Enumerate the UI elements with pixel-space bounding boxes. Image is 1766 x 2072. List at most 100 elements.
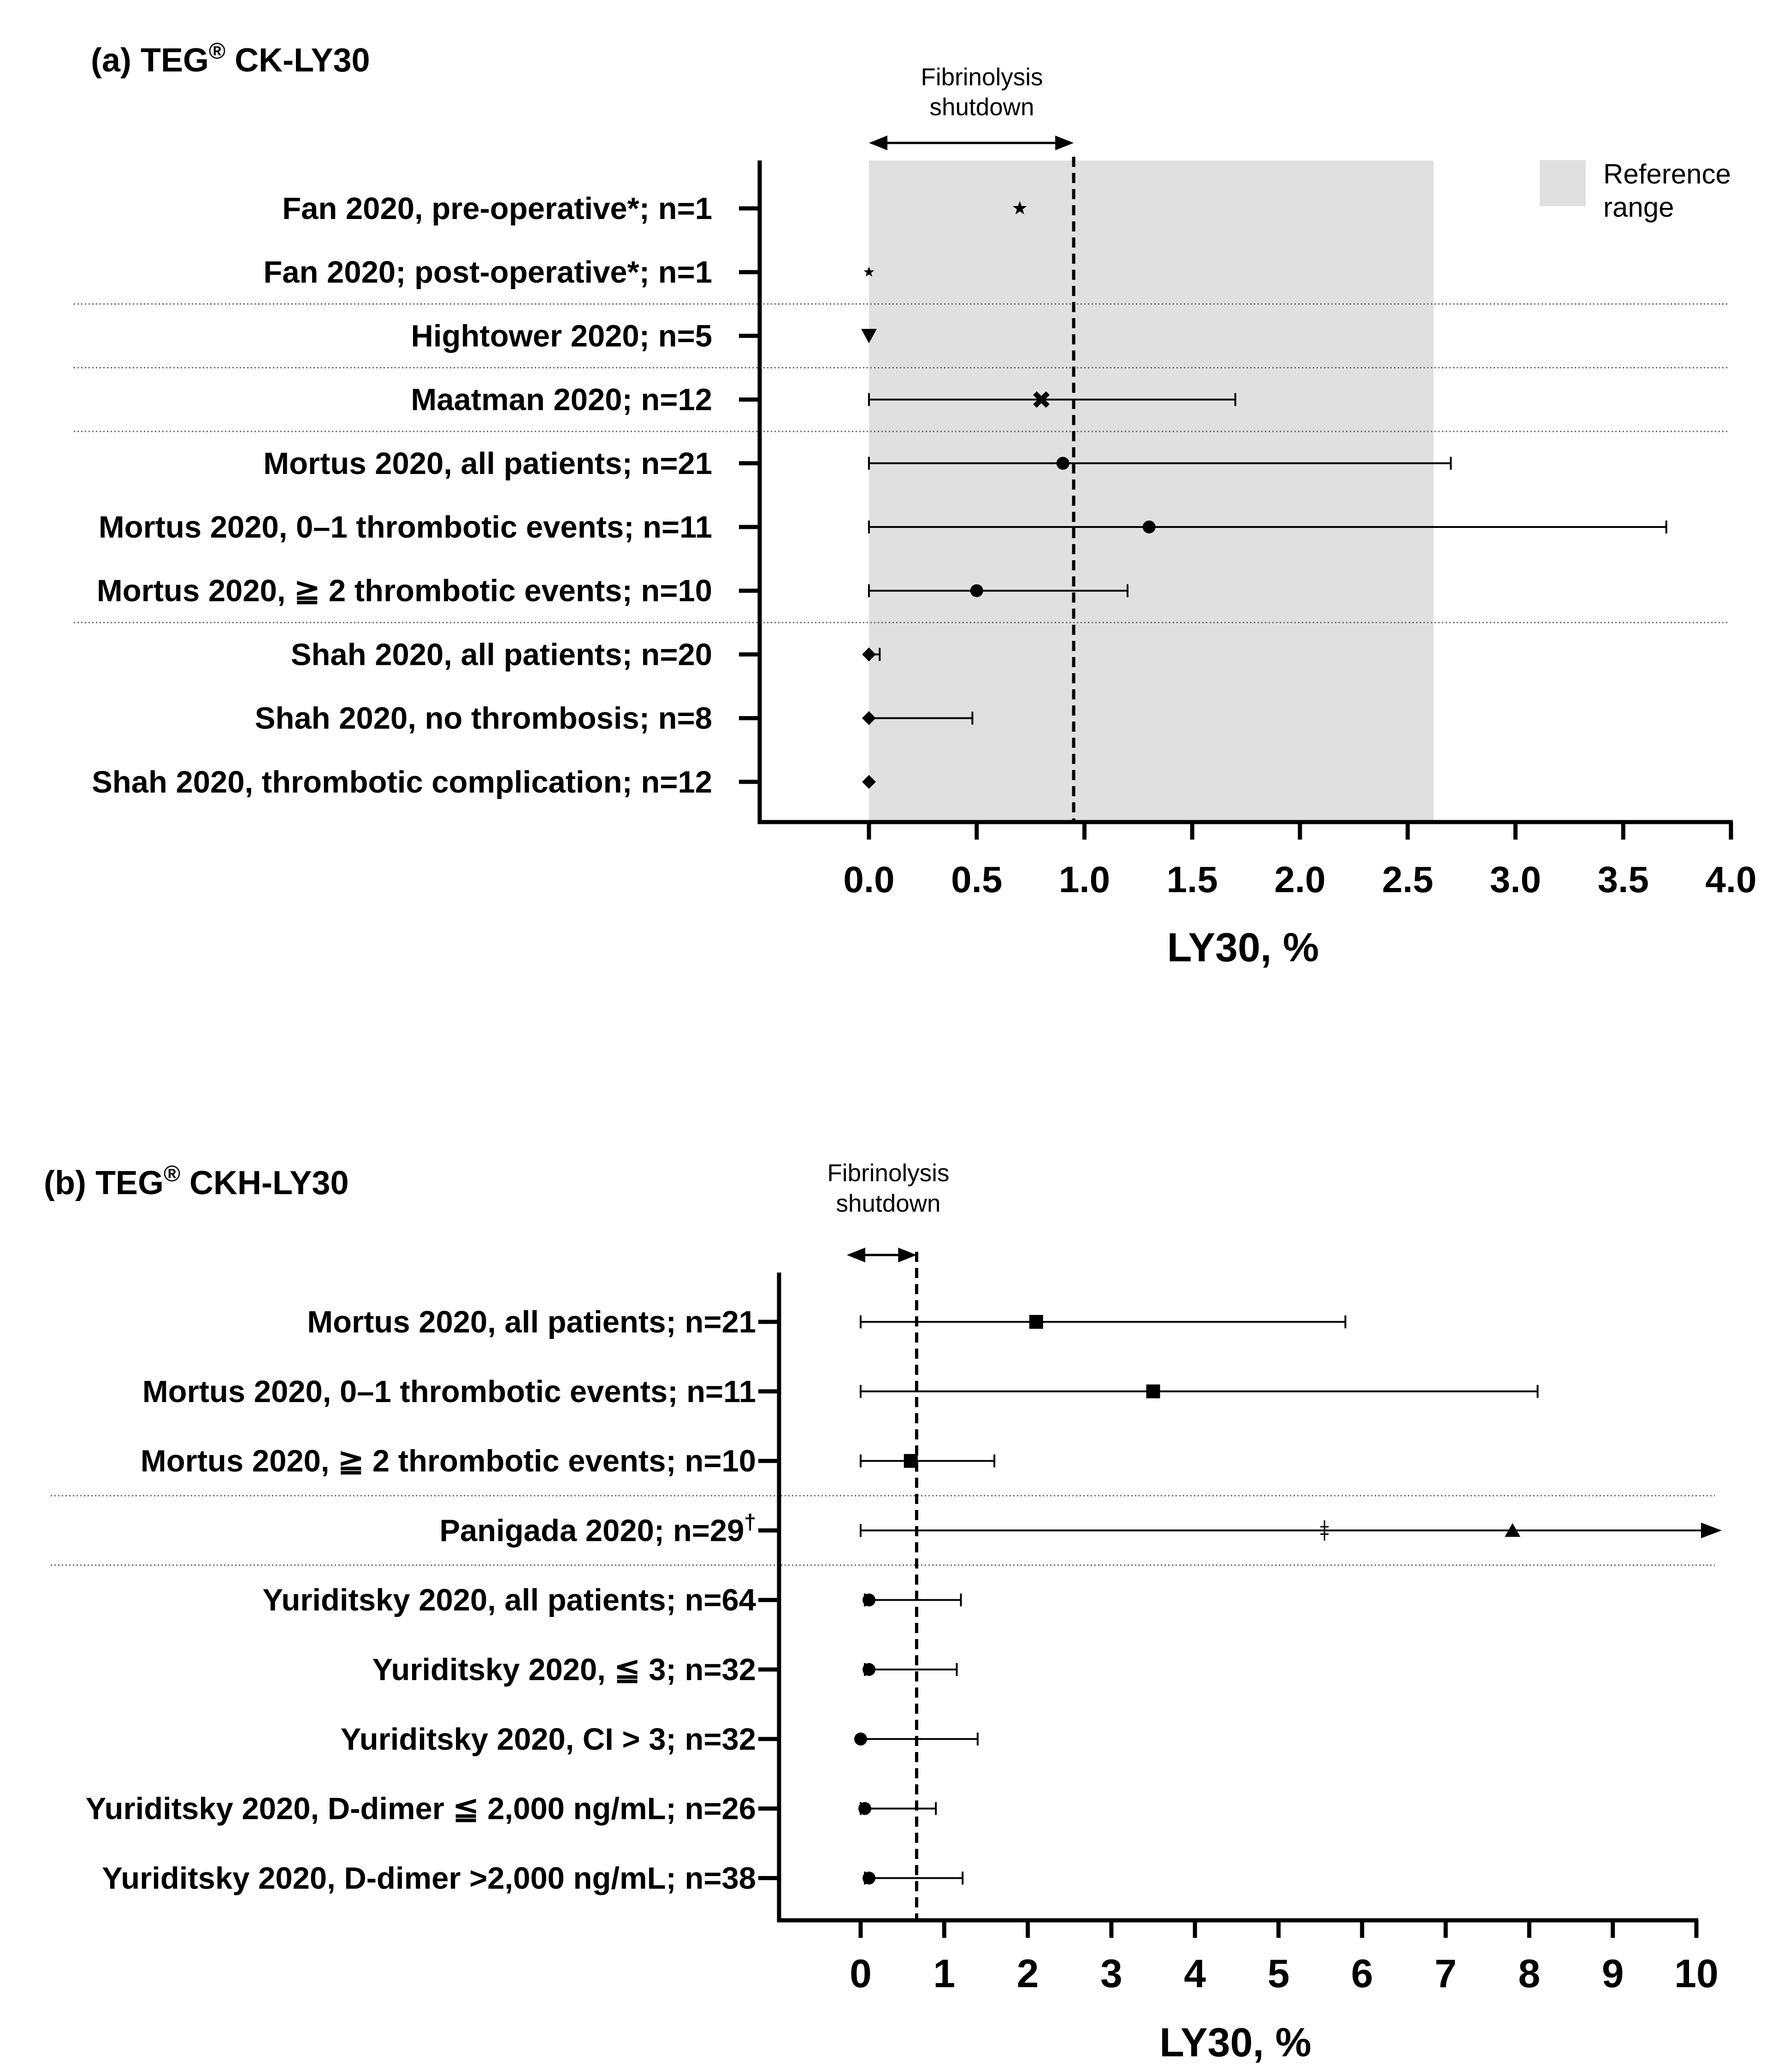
- study-label: Fan 2020, pre-operative*; n=1: [282, 191, 712, 226]
- study-label-text: Fan 2020; post-operative*; n=1: [263, 255, 712, 290]
- study-label: Mortus 2020, ≧ 2 thrombotic events; n=10: [97, 574, 712, 608]
- study-label-text: Maatman 2020; n=12: [411, 383, 712, 417]
- study-label: Yuriditsky 2020, CI > 3; n=32: [341, 1722, 756, 1757]
- study-label-text: Shah 2020, thrombotic complication; n=12: [92, 765, 712, 799]
- x-axis-label: LY30, %: [1167, 924, 1319, 970]
- x-tick-label: 2.0: [1274, 859, 1325, 900]
- study-label: Hightower 2020; n=5: [411, 319, 712, 353]
- study-row: Hightower 2020; n=5: [411, 319, 877, 353]
- panel-title-sup: ®: [164, 1161, 180, 1186]
- x-tick-label: 8: [1518, 1952, 1540, 1996]
- square-marker: [1146, 1384, 1160, 1398]
- x-tick-label: 3: [1100, 1952, 1122, 1996]
- panel-title: (b) TEG® CKH-LY30: [44, 1161, 348, 1202]
- x-tick-label: 3.5: [1598, 859, 1649, 900]
- study-label: Shah 2020, thrombotic complication; n=12: [92, 765, 712, 799]
- shutdown-label-line2: shutdown: [930, 94, 1034, 121]
- study-row: Mortus 2020, all patients; n=21: [263, 446, 1452, 481]
- study-label-text: Shah 2020, all patients; n=20: [291, 637, 712, 672]
- circle-marker: [1142, 521, 1156, 533]
- diamond-marker: [862, 775, 876, 789]
- study-label: Yuriditsky 2020, D-dimer >2,000 ng/mL; n…: [102, 1861, 756, 1895]
- study-label: Fan 2020; post-operative*; n=1: [263, 255, 712, 290]
- study-label-text: Fan 2020, pre-operative*; n=1: [282, 191, 712, 226]
- study-row: Mortus 2020, ≧ 2 thrombotic events; n=10: [141, 1444, 996, 1479]
- shutdown-label-line2: shutdown: [836, 1190, 941, 1217]
- study-row: Shah 2020, thrombotic complication; n=12: [92, 765, 876, 799]
- x-axis-label: LY30, %: [1159, 2019, 1311, 2065]
- x-tick-label: 0.0: [843, 859, 894, 900]
- panel-b: (b) TEG® CKH-LY30 Fibrinolysis shutdown 0 1 2…: [44, 1160, 1722, 2065]
- study-label: Mortus 2020, 0–1 thrombotic events; n=11: [142, 1374, 756, 1409]
- x-tick-label: 0: [850, 1952, 872, 1996]
- x-tick-label: 4.0: [1705, 859, 1756, 900]
- study-row: Shah 2020, no thrombosis; n=8: [255, 701, 974, 736]
- double-dagger-marker: [1320, 1520, 1329, 1541]
- study-label: Shah 2020, all patients; n=20: [291, 637, 712, 672]
- study-label: Maatman 2020; n=12: [411, 383, 712, 417]
- study-label-text: Yuriditsky 2020, all patients; n=64: [262, 1583, 756, 1617]
- study-label-text: Mortus 2020, ≧ 2 thrombotic events; n=10: [141, 1444, 756, 1479]
- study-label-text: Hightower 2020; n=5: [411, 319, 712, 353]
- x-tick-label: 4: [1184, 1952, 1206, 1996]
- x-tick-label: 1.0: [1059, 859, 1110, 900]
- x-tick-label: 1: [933, 1952, 955, 1996]
- legend-label-range: range: [1603, 192, 1674, 223]
- study-label: Yuriditsky 2020, all patients; n=64: [262, 1583, 756, 1617]
- study-label-text: Yuriditsky 2020, D-dimer >2,000 ng/mL; n…: [102, 1861, 756, 1895]
- panel-title-main: (b) TEG: [44, 1165, 164, 1202]
- panel-title-sup: ®: [209, 39, 225, 64]
- ci-arrowhead: [1701, 1522, 1722, 1539]
- square-marker: [1029, 1315, 1043, 1329]
- legend-label-reference: Reference: [1603, 159, 1731, 189]
- study-row: Shah 2020, all patients; n=20: [291, 637, 881, 672]
- x-tick-label: 10: [1674, 1952, 1719, 1996]
- study-label-text: Mortus 2020, ≧ 2 thrombotic events; n=10: [97, 574, 712, 608]
- legend-swatch-reference-range: [1540, 160, 1586, 206]
- study-row: Maatman 2020; n=12: [411, 383, 1236, 417]
- study-label-text: Mortus 2020, all patients; n=21: [263, 446, 712, 481]
- cross-stroke: [1033, 391, 1050, 408]
- reference-range-band: [869, 160, 1434, 822]
- study-label-sup: †: [744, 1510, 756, 1533]
- study-row: Yuriditsky 2020, CI > 3; n=32: [341, 1722, 979, 1757]
- x-tick-label: 9: [1602, 1952, 1624, 1996]
- x-tick-label: 7: [1435, 1952, 1457, 1996]
- study-row: Mortus 2020, ≧ 2 thrombotic events; n=10: [97, 574, 1128, 608]
- study-row: Yuriditsky 2020, all patients; n=64: [262, 1583, 962, 1617]
- study-label-text: Shah 2020, no thrombosis; n=8: [255, 701, 712, 736]
- study-row: Yuriditsky 2020, D-dimer ≦ 2,000 ng/mL; …: [86, 1792, 937, 1826]
- study-label: Mortus 2020, 0–1 thrombotic events; n=11: [99, 510, 712, 545]
- study-label: Mortus 2020, all patients; n=21: [307, 1305, 756, 1339]
- study-row: Panigada 2020; n=29†: [439, 1510, 1722, 1548]
- circle-marker: [970, 584, 983, 598]
- diamond-marker: [862, 711, 876, 725]
- circle-marker: [858, 1802, 872, 1815]
- triangle-down-marker: [861, 329, 877, 343]
- cross-marker: [1033, 391, 1050, 408]
- panel-title-rest: CKH-LY30: [180, 1165, 348, 1202]
- circle-marker: [1056, 456, 1069, 470]
- study-label: Yuriditsky 2020, D-dimer ≦ 2,000 ng/mL; …: [86, 1792, 756, 1826]
- study-label-text: Panigada 2020; n=29: [439, 1513, 744, 1548]
- study-row: Mortus 2020, 0–1 thrombotic events; n=11: [99, 510, 1667, 545]
- study-label: Shah 2020, no thrombosis; n=8: [255, 701, 712, 736]
- study-row: Fan 2020, pre-operative*; n=1: [282, 191, 1027, 226]
- study-label-text: Yuriditsky 2020, D-dimer ≦ 2,000 ng/mL; …: [86, 1792, 756, 1826]
- study-row: Yuriditsky 2020, D-dimer >2,000 ng/mL; n…: [102, 1861, 964, 1895]
- panel-title-main: (a) TEG: [91, 42, 209, 79]
- circle-marker: [862, 1663, 876, 1676]
- study-label-text: Mortus 2020, all patients; n=21: [307, 1305, 756, 1339]
- x-tick-label: 5: [1268, 1952, 1290, 1996]
- shutdown-label-line1: Fibrinolysis: [827, 1160, 949, 1187]
- diamond-marker: [862, 647, 876, 662]
- x-tick-label: 1.5: [1167, 859, 1218, 900]
- study-label-text: Mortus 2020, 0–1 thrombotic events; n=11: [142, 1374, 756, 1409]
- shutdown-arrow-right-head: [1055, 136, 1074, 150]
- shutdown-arrow-right-head: [898, 1248, 917, 1262]
- x-tick-label: 2.5: [1382, 859, 1433, 900]
- shutdown-arrow-left-head: [847, 1248, 865, 1262]
- circle-marker: [862, 1593, 876, 1607]
